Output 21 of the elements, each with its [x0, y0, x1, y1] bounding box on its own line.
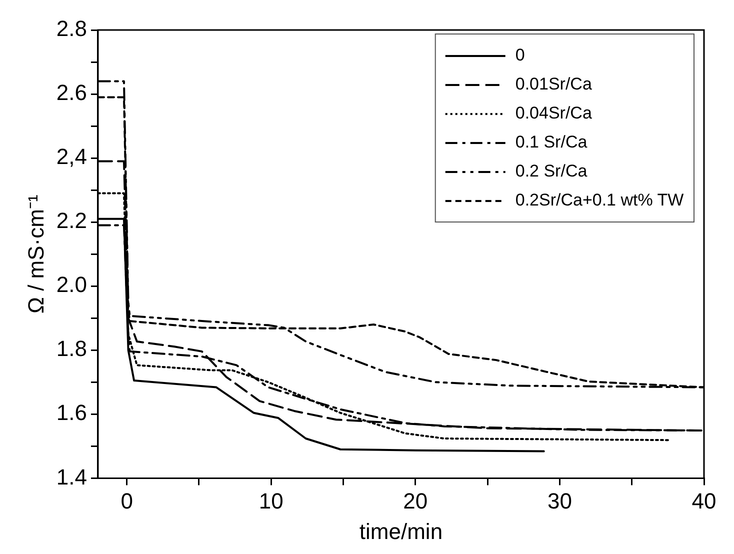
y-tick-label: 1.4: [56, 464, 87, 490]
y-tick-label: 2.6: [56, 80, 87, 106]
x-tick-label: 40: [692, 488, 716, 514]
legend-label: 0.1 Sr/Ca: [515, 132, 588, 152]
x-tick-label: 20: [403, 488, 428, 514]
legend-label: 0.2Sr/Ca+0.1 wt% TW: [515, 190, 684, 210]
y-axis-title: Ω / mS·cm⁻¹: [23, 194, 48, 314]
legend-label: 0: [515, 46, 525, 65]
y-tick-label: 1.6: [56, 400, 87, 426]
legend-label: 0.2 Sr/Ca: [515, 162, 588, 181]
y-tick-label: 1.8: [56, 336, 87, 362]
x-tick-label: 0: [120, 488, 133, 514]
x-axis-title: time/min: [359, 518, 443, 544]
legend-label: 0.04Sr/Ca: [515, 104, 592, 123]
y-tick-label: 2,4: [56, 144, 87, 170]
y-tick-label: 2.2: [56, 208, 87, 234]
x-tick-label: 30: [547, 488, 572, 514]
legend-label: 0.01Sr/Ca: [515, 74, 592, 94]
x-tick-label: 10: [258, 488, 284, 514]
y-tick-label: 2.0: [56, 272, 87, 298]
y-tick-label: 2.8: [56, 16, 87, 42]
